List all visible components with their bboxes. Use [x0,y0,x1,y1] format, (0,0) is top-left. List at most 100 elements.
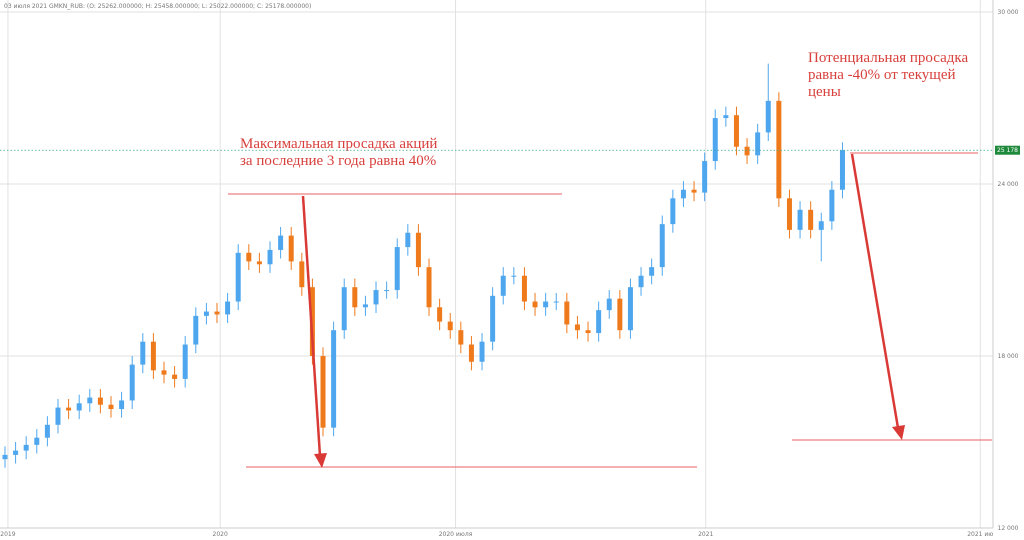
candle-body [384,290,390,292]
candle-body [839,150,845,190]
candle-body [659,224,665,268]
y-tick-label: 12 000 [998,525,1019,532]
drawings [228,152,992,468]
candle-body [786,198,792,230]
candle-body [447,321,453,331]
annotation: равна -40% от текущей [808,67,956,83]
candle-body [87,397,93,404]
candle-body [320,356,326,428]
x-tick-label: 2020 [213,531,228,538]
candle-body [108,404,114,410]
candle-body [723,115,729,119]
candle-body [490,295,496,342]
last-price-label: 25 178 [997,147,1018,154]
candle-body [267,249,273,265]
candle-body [574,324,580,331]
candle-body [172,374,178,379]
candle-body [44,424,50,438]
candle-body [55,407,61,425]
candle-body [638,275,644,288]
candle-body [362,304,368,308]
annotation: Максимальная просадка акций [240,136,437,152]
candles [2,63,845,468]
y-tick-label: 18 000 [998,353,1019,360]
x-tick-label: 2021 ию [967,531,993,538]
candle-body [818,221,824,230]
candle-body [161,370,167,375]
candle-body [341,287,347,331]
y-tick-label: 30 000 [998,9,1019,16]
candle-body [765,100,771,133]
candle-body [352,287,358,308]
candle-body [776,100,782,199]
candle-body [119,400,125,410]
candle-body [755,132,761,156]
candle-body [278,235,284,250]
arrow-head [892,425,905,440]
candle-body [649,267,655,276]
header: 03 июля 2021 GMKN_RUB: (O: 25262.000000;… [4,3,311,10]
candle-body [129,364,135,401]
candle-body [97,397,103,405]
candle-body [373,290,379,305]
annotation: цены [808,84,841,100]
candle-body [299,261,305,288]
candle-body [670,198,676,225]
candle-body [331,330,337,428]
candle-body [182,344,188,379]
candle-body [532,301,538,308]
candle-body [829,189,835,222]
candle-body [394,247,400,291]
x-tick-label: 2019 [0,531,15,538]
candle-body [437,307,443,322]
candle-body [744,146,750,156]
candle-body [691,189,697,193]
candle-body [468,344,474,362]
candle-body [150,341,156,371]
candle-body [76,403,82,411]
candle-body [246,252,252,262]
candle-body [288,235,294,262]
candle-body [617,298,623,331]
candle-body [256,261,262,265]
candle-body [733,115,739,147]
annotation: за последние 3 года равна 40% [240,153,436,169]
candle-body [500,275,506,296]
candle-body [235,252,241,302]
annotation: Потенциальная просадка [808,50,968,66]
candle-body [23,444,29,451]
candle-body [458,330,464,345]
candle-body [479,341,485,362]
candle-body [702,161,708,193]
arrow-head [314,453,327,468]
candle-body [140,341,146,365]
candle-body [511,275,517,277]
candle-body [415,232,421,268]
candle-body [193,315,199,345]
candle-body [426,267,432,308]
arrow [301,195,322,457]
candle-body [712,118,718,162]
candle-body [214,311,220,315]
candle-body [585,330,591,334]
candle-body [13,450,19,455]
candle-body [405,232,411,248]
candle-body [797,209,803,230]
candle-body [34,437,40,445]
candle-body [225,301,231,315]
candle-body [596,310,602,334]
x-tick-label: 2020 июля [439,531,473,538]
candle-body [2,454,8,460]
arrow [850,153,900,429]
y-tick-label: 24 000 [998,181,1019,188]
candle-body [564,301,570,325]
candle-body [808,209,814,230]
candle-body [680,189,686,199]
last-price-box [995,145,1020,155]
candle-body [543,301,549,308]
candle-body [627,287,633,331]
candle-body [66,407,72,411]
